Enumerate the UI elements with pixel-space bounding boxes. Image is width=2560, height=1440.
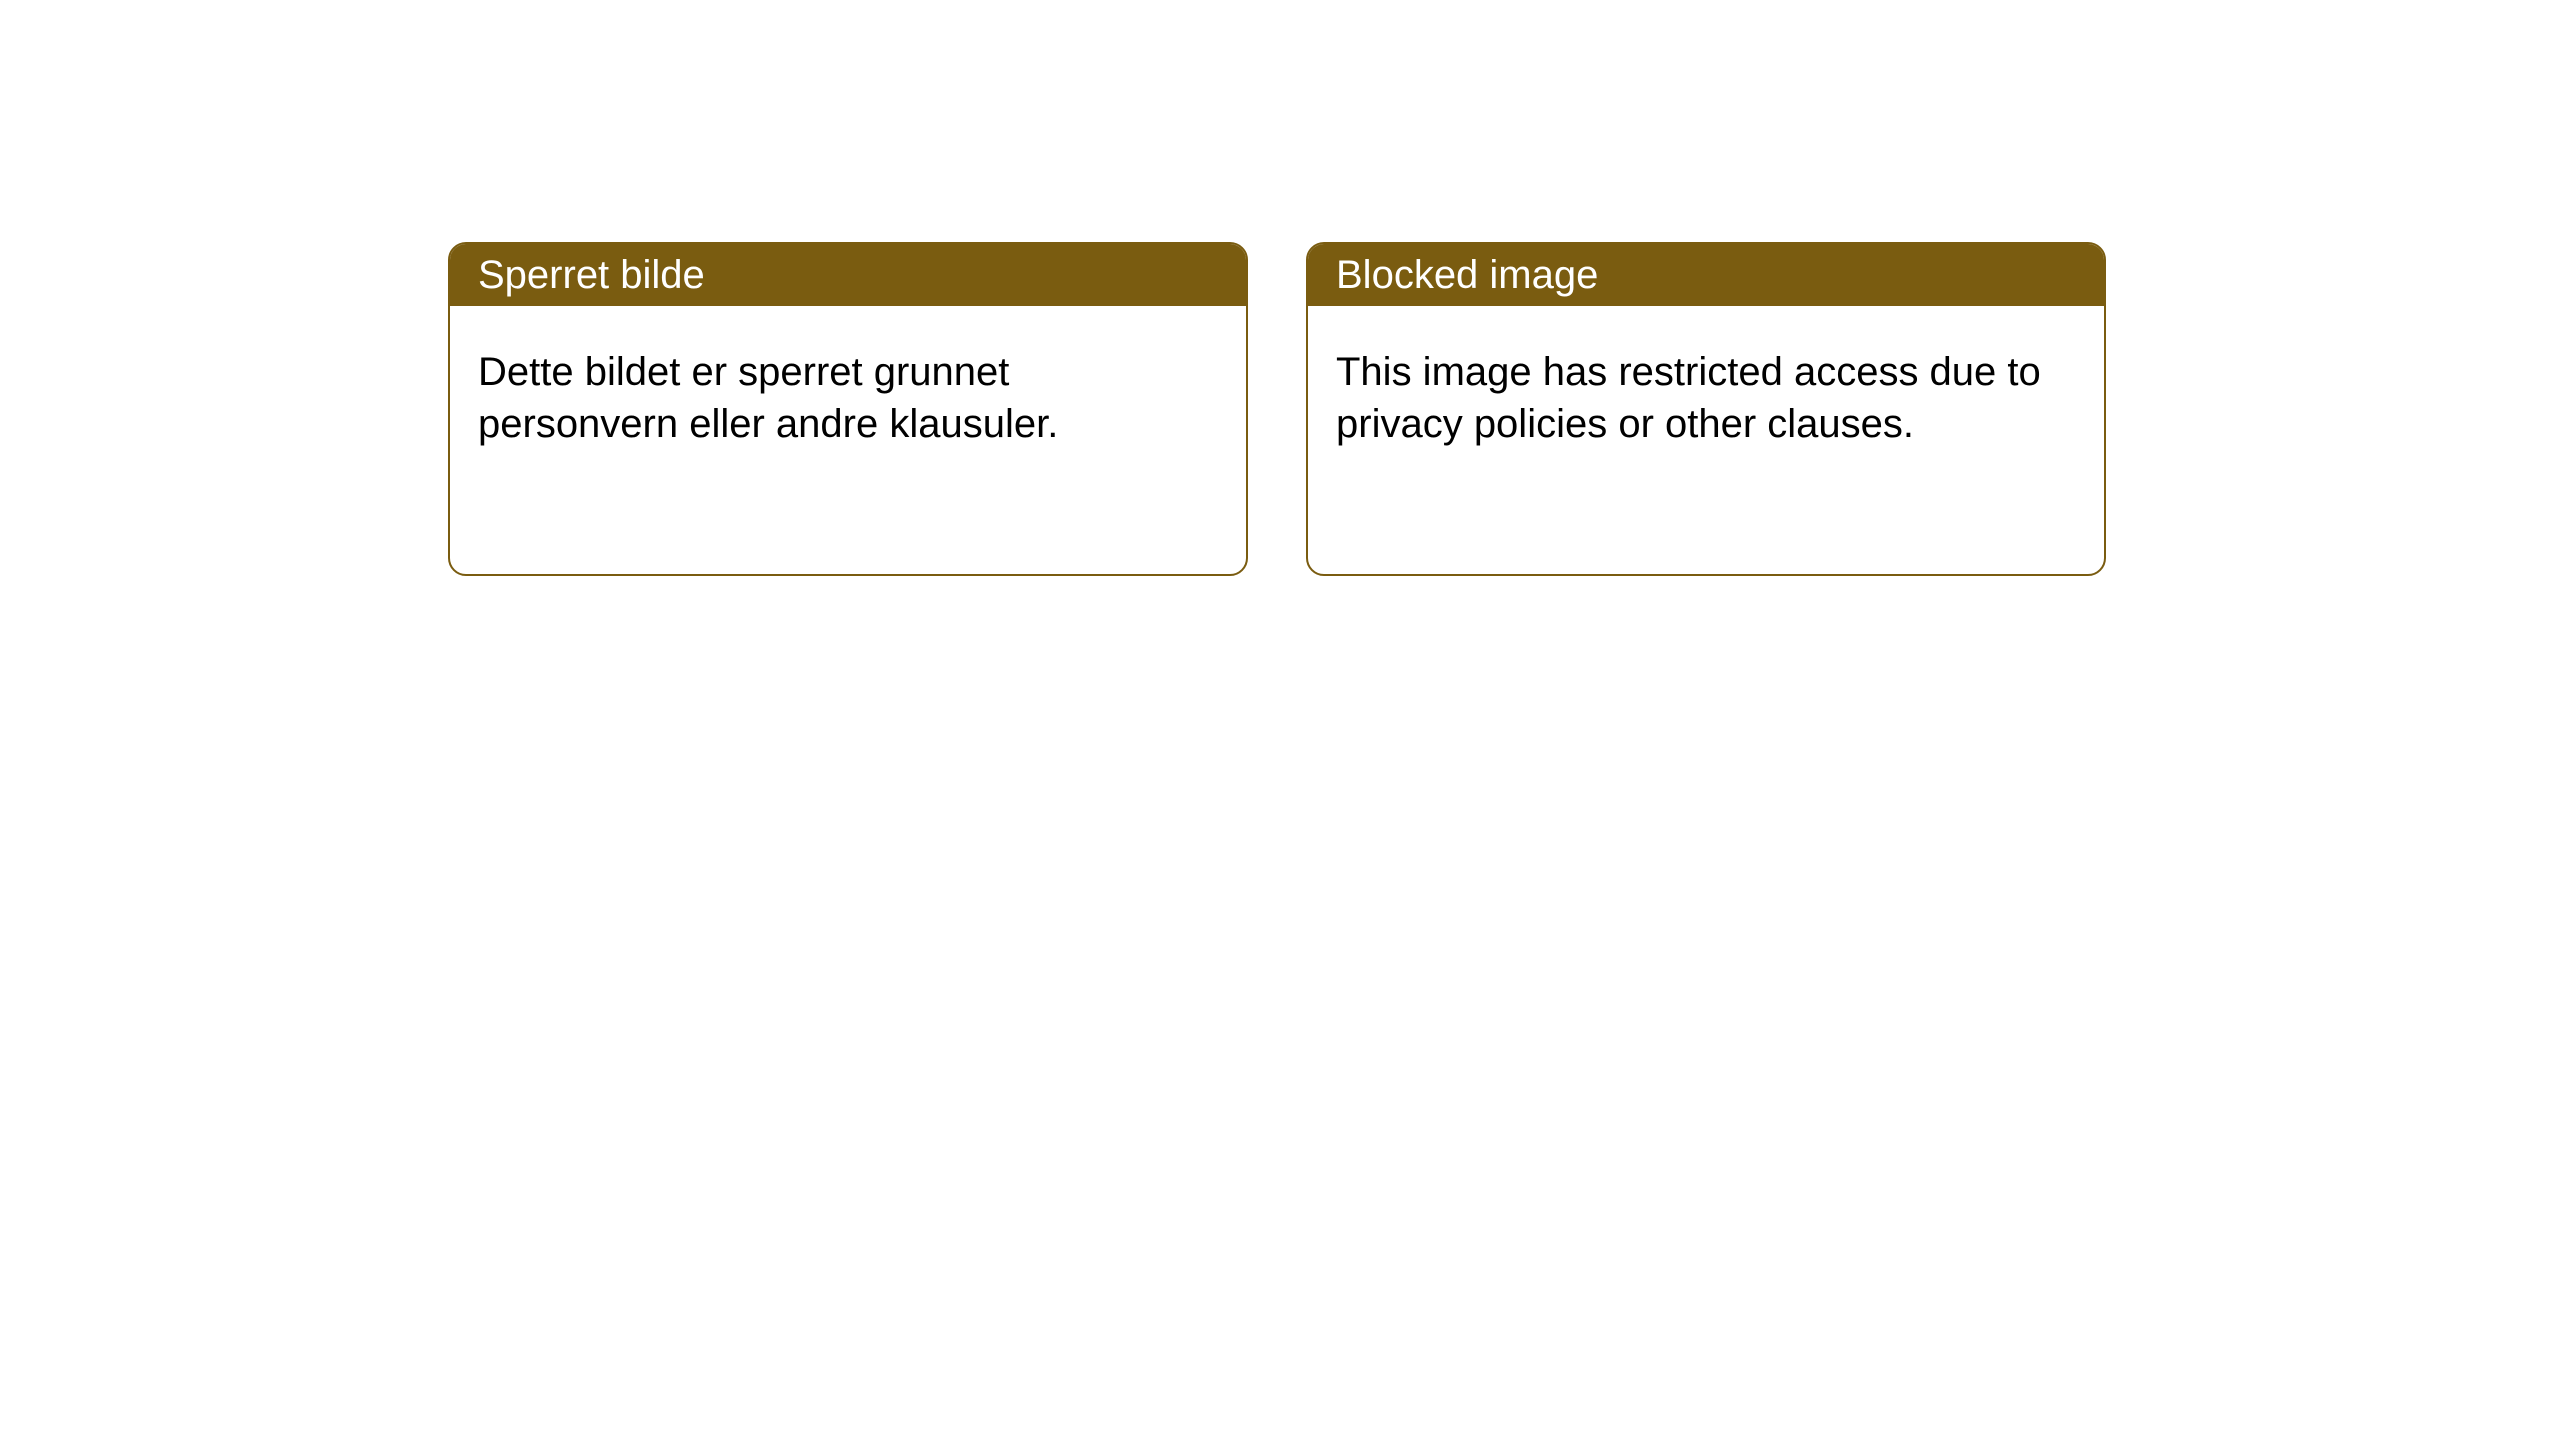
blocked-card-norwegian: Sperret bilde Dette bildet er sperret gr… <box>448 242 1248 576</box>
blocked-card-english: Blocked image This image has restricted … <box>1306 242 2106 576</box>
blocked-image-cards: Sperret bilde Dette bildet er sperret gr… <box>448 242 2106 576</box>
card-header-norwegian: Sperret bilde <box>450 244 1246 306</box>
card-header-english: Blocked image <box>1308 244 2104 306</box>
card-body-norwegian: Dette bildet er sperret grunnet personve… <box>450 306 1246 490</box>
card-body-english: This image has restricted access due to … <box>1308 306 2104 490</box>
